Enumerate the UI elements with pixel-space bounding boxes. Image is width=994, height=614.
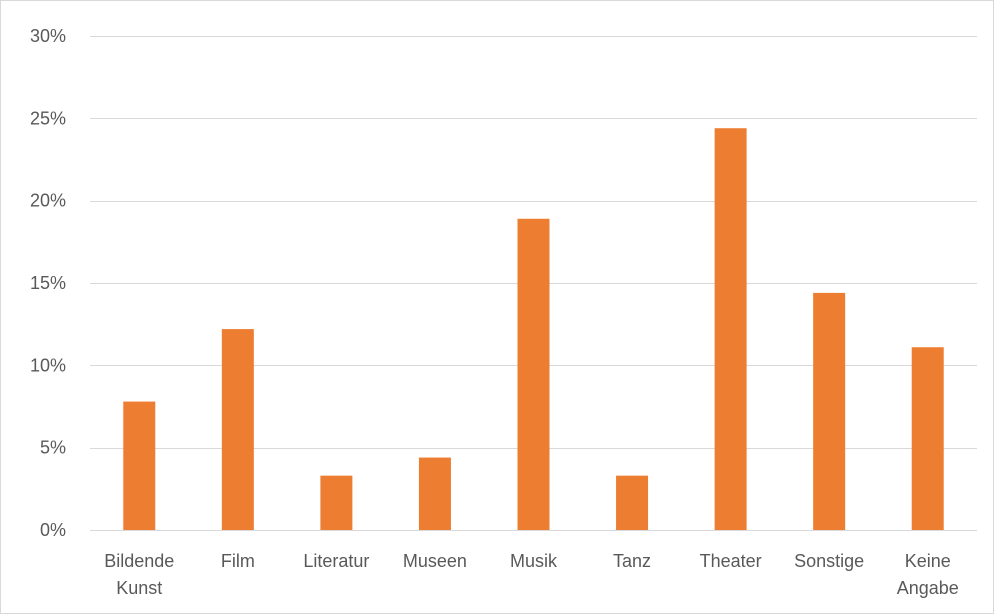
bar — [418, 457, 451, 530]
y-axis-tick-labels: 0% 5% 10% 15% 20% 25% 30% — [30, 26, 66, 540]
bar — [517, 218, 550, 530]
y-tick-label: 10% — [30, 355, 66, 375]
bar — [911, 347, 944, 530]
bar — [813, 292, 846, 530]
x-tick-label: Theater — [700, 551, 762, 571]
x-tick-label: Sonstige — [794, 551, 864, 571]
x-tick-label: Musik — [510, 551, 558, 571]
x-axis-tick-labels: Bildende Kunst Film Literatur Museen Musik Tan… — [104, 551, 959, 598]
x-tick-label: Museen — [403, 551, 467, 571]
y-tick-label: 5% — [40, 438, 66, 458]
x-tick-label: Bildende Kunst — [104, 551, 174, 598]
bar — [320, 475, 353, 530]
bars — [123, 128, 944, 531]
bar — [714, 128, 747, 531]
x-tick-label: Literatur — [303, 551, 369, 571]
bar — [616, 475, 649, 530]
y-tick-label: 15% — [30, 273, 66, 293]
y-tick-label: 20% — [30, 191, 66, 211]
x-tick-label: Keine Angabe — [897, 551, 959, 598]
bar — [123, 401, 156, 530]
x-tick-label: Tanz — [613, 551, 651, 571]
bar — [221, 329, 254, 530]
y-tick-label: 0% — [40, 520, 66, 540]
y-tick-label: 25% — [30, 108, 66, 128]
x-tick-label: Film — [221, 551, 255, 571]
y-tick-label: 30% — [30, 26, 66, 46]
